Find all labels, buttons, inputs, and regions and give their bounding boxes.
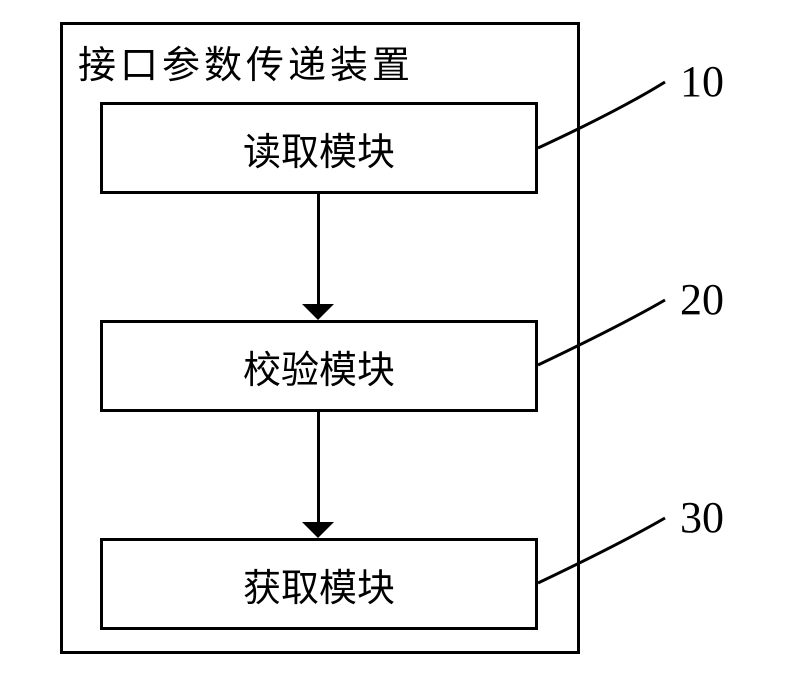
annotation-number: 30 [680, 492, 724, 543]
arrow-head-icon [302, 304, 334, 320]
arrow-head-icon [302, 522, 334, 538]
arrow-line [317, 194, 320, 304]
leader-line [0, 0, 795, 692]
arrow-line [317, 412, 320, 522]
